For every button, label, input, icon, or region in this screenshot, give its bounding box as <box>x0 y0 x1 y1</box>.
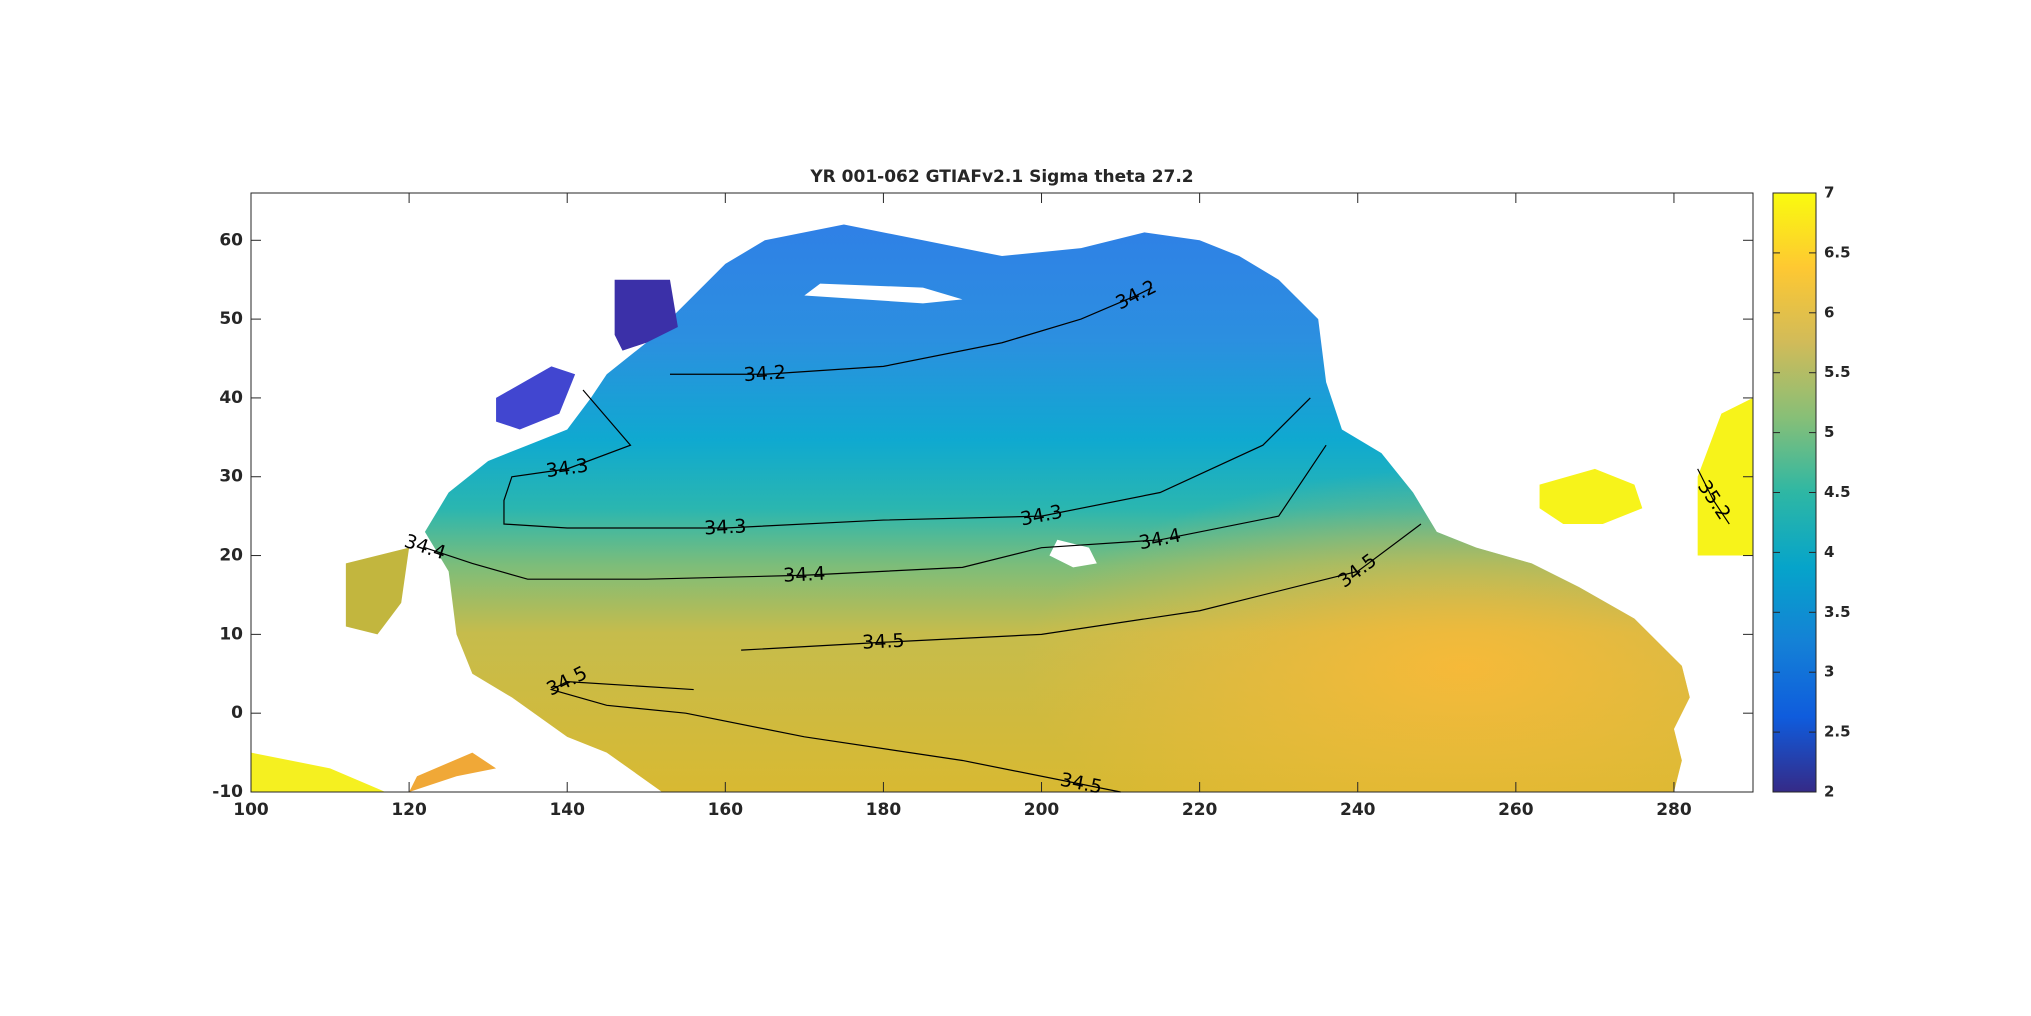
contour-line <box>424 444 1327 580</box>
x-tick-label: 100 <box>233 800 269 820</box>
y-tick-label: 40 <box>219 388 243 408</box>
x-tick-label: 160 <box>708 800 744 820</box>
x-tick-label: 200 <box>1024 800 1060 820</box>
colorbar-tick-label: 6 <box>1824 303 1834 321</box>
x-tick-label: 260 <box>1498 800 1534 820</box>
y-tick-label: 30 <box>219 467 243 487</box>
contour-label: 34.2 <box>743 361 787 386</box>
x-tick-label: 120 <box>391 800 427 820</box>
colorbar-tick-label: 4.5 <box>1824 483 1851 501</box>
aleutians <box>804 283 963 304</box>
y-tick-label: 20 <box>219 546 243 566</box>
y-tick-label: 0 <box>231 703 243 723</box>
field <box>251 224 1753 792</box>
axes-box <box>250 192 1754 793</box>
x-tick-label: 280 <box>1656 800 1692 820</box>
scs-patch <box>345 547 410 635</box>
colorbar-tick-label: 3.5 <box>1824 603 1851 621</box>
gulf-patch <box>1539 468 1643 525</box>
colorbar-tick-label: 3 <box>1824 663 1834 681</box>
colorbar-tick-label: 2.5 <box>1824 723 1851 741</box>
colorbar-tick-label: 7 <box>1824 184 1834 202</box>
contour-label: 34.5 <box>862 630 905 654</box>
colorbar <box>1772 192 1817 793</box>
contour-line <box>1697 468 1730 525</box>
contour-line <box>669 287 1153 375</box>
x-tick-label: 240 <box>1340 800 1376 820</box>
okhotsk-patch <box>614 279 678 351</box>
japan-sea-patch <box>496 366 576 430</box>
contour-label: 34.4 <box>783 563 826 587</box>
banda-patch <box>409 752 497 792</box>
chart-title: YR 001-062 GTIAFv2.1 Sigma theta 27.2 <box>809 167 1193 187</box>
colorbar-tick-label: 5.5 <box>1824 363 1851 381</box>
y-tick-label: -10 <box>212 782 243 802</box>
contour-label: 34.3 <box>704 515 747 539</box>
y-tick-label: 10 <box>219 624 243 644</box>
contour-line <box>741 523 1422 651</box>
y-tick-label: 60 <box>219 230 243 250</box>
colorbar-tick-label: 6.5 <box>1824 243 1851 261</box>
x-tick-label: 180 <box>866 800 902 820</box>
atlantic-patch <box>1697 397 1753 556</box>
colorbar-tick-label: 5 <box>1824 423 1834 441</box>
contour-line <box>549 681 1121 793</box>
indian-patch <box>251 752 386 792</box>
y-tick-label: 50 <box>219 309 243 329</box>
x-tick-label: 140 <box>549 800 585 820</box>
colorbar-tick-label: 2 <box>1824 783 1834 801</box>
x-tick-label: 220 <box>1182 800 1218 820</box>
colorbar-tick-label: 4 <box>1824 543 1834 561</box>
contour-line <box>503 389 1311 529</box>
